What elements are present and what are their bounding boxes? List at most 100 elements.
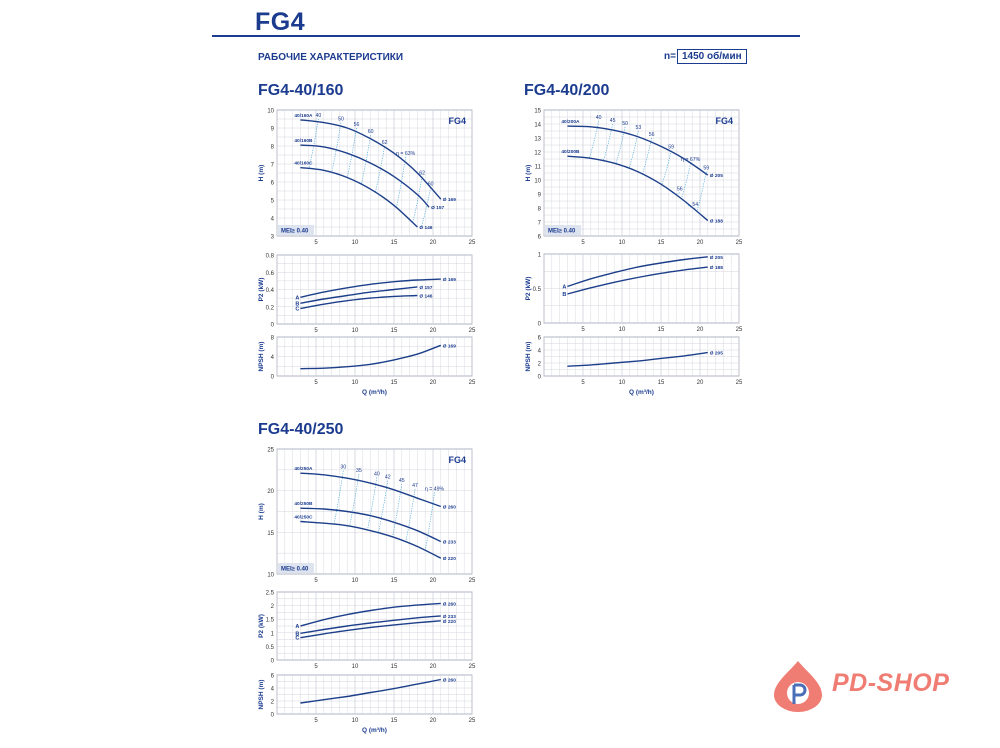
40-250-power-end-label: Ø 233 — [443, 614, 456, 620]
40-160-npsh-xtick: 20 — [430, 380, 437, 386]
40-250-power-ytick: 1 — [271, 631, 275, 637]
40-160-power-ytick: 0 — [271, 323, 275, 329]
40-160-power-xtick: 10 — [352, 328, 359, 334]
40-250-power-ytick: 0.5 — [266, 645, 275, 651]
40-250-head-series-label: 40/250A — [294, 466, 313, 472]
model-title-40-250: FG4-40/250 — [258, 421, 344, 438]
40-200-power-curve-b — [567, 266, 708, 295]
40-250-head-efficiency-label: 47 — [412, 483, 418, 489]
40-160-power-curve-a — [300, 278, 441, 298]
40-160-head-efficiency-line — [412, 176, 423, 223]
40-160-npsh-xtick: 5 — [314, 380, 318, 386]
40-200-head-ytick: 7 — [538, 221, 542, 227]
40-200-power-xtick: 10 — [619, 327, 626, 333]
40-160-head-ytick: 10 — [267, 109, 274, 115]
40-160-head-efficiency-line — [421, 187, 431, 228]
40-200-head-curve-40-200a — [567, 125, 709, 176]
40-160-head-series-label: 40/160B — [294, 138, 313, 144]
40-160-head-efficiency-label: η = 63% — [396, 151, 416, 157]
40-160-head-xtick: 15 — [391, 240, 398, 246]
40-200-head-xtick: 20 — [697, 240, 704, 246]
40-200-power-ylabel: P2 (kW) — [525, 277, 532, 301]
40-250-head-efficiency-label: 30 — [340, 465, 346, 471]
40-250-npsh-xtick: 10 — [352, 718, 359, 724]
title-rule — [212, 35, 800, 37]
40-200-head-efficiency-label: 53 — [635, 125, 641, 131]
40-200-head-efficiency-label: 40 — [596, 115, 602, 121]
40-200-npsh-ytick: 6 — [538, 336, 542, 342]
40-160-head-ytick: 7 — [271, 163, 275, 169]
40-200-head-efficiency-label: 50 — [622, 121, 628, 127]
40-200-head-ylabel: H (m) — [525, 165, 532, 182]
40-250-head-ylabel: H (m) — [258, 503, 265, 520]
40-250-power-series-label: C — [295, 636, 299, 642]
40-250-head-efficiency-label: 42 — [385, 475, 391, 481]
40-200-head-ytick: 10 — [534, 179, 541, 185]
40-250-power-xtick: 25 — [469, 664, 476, 670]
40-160-head-xtick: 5 — [314, 240, 318, 246]
40-160-head-efficiency-label: 60 — [368, 129, 374, 135]
model-title-40-160: FG4-40/160 — [258, 82, 344, 99]
40-200-head-xtick: 25 — [736, 240, 743, 246]
40-250-head-ytick: 15 — [267, 531, 274, 537]
40-160-power-curve-b — [300, 286, 418, 304]
40-160-npsh-ytick: 4 — [271, 355, 275, 361]
40-250-power-end-label: Ø 260 — [443, 601, 456, 607]
40-250-head-xtick: 5 — [314, 578, 318, 584]
40-200-npsh-xtick: 20 — [697, 380, 704, 386]
40-250-head-ytick: 20 — [267, 489, 274, 495]
40-160-power-ytick: 0.4 — [266, 288, 275, 294]
40-200-npsh-xtick: 15 — [658, 380, 665, 386]
40-160-npsh-xtick: 15 — [391, 380, 398, 386]
40-200-power-series-label: B — [562, 292, 566, 298]
40-200-power-end-label: Ø 205 — [710, 255, 723, 261]
40-160-head-ytick: 3 — [271, 235, 275, 241]
40-160-head-efficiency-line — [360, 135, 371, 185]
40-200-head-ytick: 6 — [538, 235, 542, 241]
40-200-npsh-ylabel: NPSH (m) — [525, 342, 532, 372]
40-250-power-xtick: 5 — [314, 664, 318, 670]
40-250-npsh-xtick: 15 — [391, 718, 398, 724]
40-160-head-xtick: 20 — [430, 240, 437, 246]
40-200-head-efficiency-label: η = 67% — [681, 157, 701, 163]
40-200-head-efficiency-line — [696, 171, 707, 212]
40-250-power-ytick: 2 — [271, 604, 275, 610]
40-250-npsh-ytick: 0 — [271, 713, 275, 719]
40-200-power-curve-a — [567, 256, 708, 288]
40-160-power-end-label: Ø 146 — [419, 294, 432, 300]
40-200-head-efficiency-line — [628, 130, 639, 169]
speed-label: n= — [664, 51, 676, 62]
40-250-head-curve-40-250a — [300, 472, 442, 508]
40-200-npsh-end-label: Ø 205 — [710, 351, 723, 357]
40-200-head-efficiency-label: 56 — [677, 187, 683, 193]
40-250-npsh-end-label: Ø 260 — [443, 678, 456, 684]
40-250-npsh-curve-npsh — [300, 678, 441, 704]
40-160-power-xtick: 25 — [469, 328, 476, 334]
40-250-head-efficiency-line — [405, 488, 416, 542]
40-160-head-efficiency-label: 62 — [419, 171, 425, 177]
40-200-npsh-ytick: 4 — [538, 349, 542, 355]
40-250-head-efficiency-line — [333, 470, 344, 525]
40-250-power-xtick: 10 — [352, 664, 359, 670]
40-250-power-ytick: 1.5 — [266, 618, 275, 624]
40-200-head-efficiency-line — [680, 163, 691, 199]
40-200-head-ytick: 8 — [538, 207, 542, 213]
40-160-power-ytick: 0.2 — [266, 305, 275, 311]
speed-value: 1450 об/мин — [676, 49, 747, 64]
40-250-head-series-tag: FG4 — [448, 455, 466, 465]
40-200-npsh-xtick: 10 — [619, 380, 626, 386]
40-250-npsh-xtick: 25 — [469, 718, 476, 724]
40-250-power-series-label: A — [295, 624, 299, 630]
40-250-npsh-ytick: 4 — [271, 687, 275, 693]
40-200-head-curve-40-200b — [567, 155, 709, 222]
40-160-npsh-xtick: 10 — [352, 380, 359, 386]
40-200-head-xtick: 10 — [619, 240, 626, 246]
40-160-power-end-label: Ø 157 — [419, 285, 432, 291]
40-160-head-efficiency-label: 40 — [315, 113, 321, 119]
40-200-npsh-ytick: 0 — [538, 375, 542, 381]
40-160-head-end-label: Ø 146 — [419, 225, 432, 231]
40-250-head-mei-badge: MEI≥ 0.40 — [281, 567, 309, 573]
40-160-head-ytick: 8 — [271, 145, 275, 151]
40-200-head-xtick: 5 — [581, 240, 585, 246]
